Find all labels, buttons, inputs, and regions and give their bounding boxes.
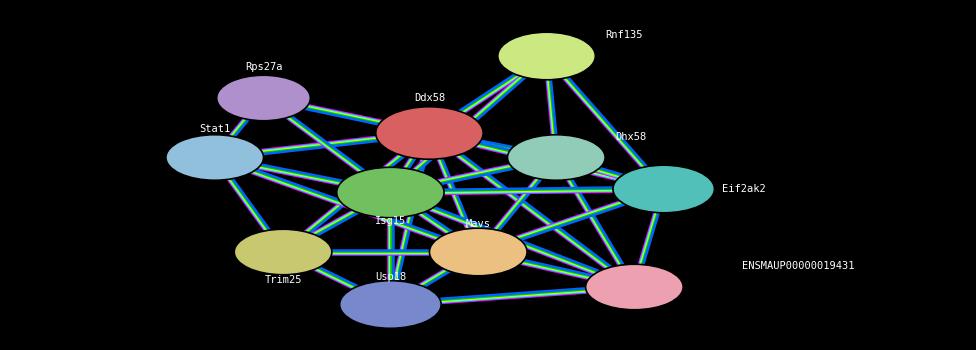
- Text: Usp18: Usp18: [375, 272, 406, 281]
- Text: Trim25: Trim25: [264, 275, 302, 285]
- Ellipse shape: [508, 135, 605, 180]
- Ellipse shape: [234, 229, 332, 275]
- Ellipse shape: [376, 107, 483, 159]
- Ellipse shape: [586, 264, 683, 310]
- Ellipse shape: [217, 75, 310, 121]
- Ellipse shape: [337, 167, 444, 218]
- Ellipse shape: [340, 281, 441, 328]
- Text: Eif2ak2: Eif2ak2: [722, 184, 766, 194]
- Text: Stat1: Stat1: [199, 125, 230, 134]
- Text: Mavs: Mavs: [466, 219, 491, 229]
- Text: ENSMAUP00000019431: ENSMAUP00000019431: [742, 261, 854, 271]
- Ellipse shape: [498, 32, 595, 80]
- Ellipse shape: [613, 165, 714, 213]
- Text: Rnf135: Rnf135: [605, 30, 642, 40]
- Text: Rps27a: Rps27a: [245, 62, 282, 71]
- Ellipse shape: [166, 135, 264, 180]
- Text: Dhx58: Dhx58: [615, 132, 646, 141]
- Text: Ddx58: Ddx58: [414, 93, 445, 103]
- Text: Isg15: Isg15: [375, 216, 406, 225]
- Ellipse shape: [429, 228, 527, 276]
